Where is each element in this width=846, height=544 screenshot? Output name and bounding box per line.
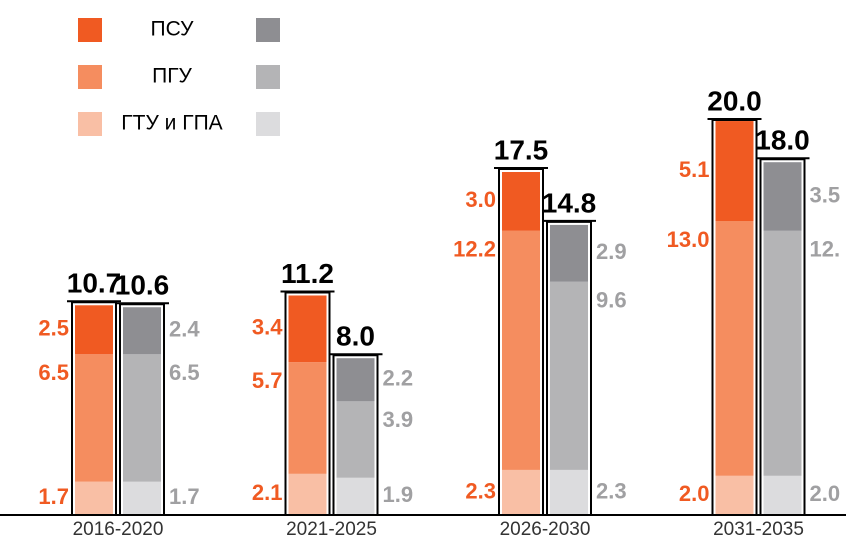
value-label: 13.0 [667,227,710,252]
value-label: 3.0 [465,187,496,212]
value-label: 12. [810,237,841,262]
x-tick-label: 2026-2030 [500,519,591,540]
bar-segment [288,362,327,474]
legend-swatch [78,18,102,42]
value-label: 2.5 [38,316,69,341]
legend-swatch [78,65,102,89]
value-label: 2.0 [810,481,841,506]
legend-swatch [256,65,280,89]
bar-segment [336,401,375,478]
value-label: 2.3 [465,478,496,503]
bar-segment [75,481,113,515]
value-label: 1.7 [38,484,69,509]
legend-label: ПСУ [151,18,195,41]
value-label: 5.7 [252,368,283,393]
bar-segment [550,224,588,282]
value-label: 2.3 [596,478,627,503]
bar-segment [288,473,327,515]
value-label: 6.5 [38,360,69,385]
x-tick-label: 2016-2020 [73,519,164,540]
value-label: 2.2 [383,366,414,391]
value-label: 2.0 [679,481,710,506]
bar-segment [502,230,540,470]
bar-segment [502,469,540,515]
bar-segment [75,305,113,355]
legend-label: ГТУ и ГПА [121,112,222,135]
value-label: 6.5 [169,360,200,385]
legend-swatch [256,112,280,136]
total-label: 8.0 [336,321,375,352]
value-label: 1.9 [383,482,414,507]
value-label: 12.2 [453,237,496,262]
total-label: 14.8 [542,187,597,218]
total-label: 20.0 [707,85,762,116]
bar-segment [123,354,161,482]
value-label: 2.4 [169,317,200,342]
bar-segment [715,475,754,515]
bar-segment [550,469,588,515]
legend-swatch [256,18,280,42]
value-label: 3.4 [252,315,283,340]
bar-segment [123,307,161,355]
total-label: 17.5 [494,134,549,165]
bar-segment [763,162,802,231]
x-tick-label: 2021-2025 [286,519,377,540]
total-label: 10.6 [115,270,170,301]
bar-segment [75,354,113,482]
bar-segment [715,221,754,476]
value-label: 2.1 [252,480,283,505]
total-label: 11.2 [281,258,334,289]
value-label: 3.9 [383,407,414,432]
bar-segment [336,358,375,402]
value-label: 1.7 [169,484,200,509]
value-label: 5.1 [679,157,710,182]
bar-segment [715,121,754,221]
bar-segment [763,230,802,476]
value-label: 2.9 [596,239,627,264]
legend-label: ПГУ [152,65,192,88]
total-label: 18.0 [755,125,810,156]
bar-segment [763,475,802,515]
bar-segment [123,481,161,515]
value-label: 3.5 [810,182,841,207]
bar-segment [502,172,540,231]
total-label: 10.7 [67,268,122,299]
x-tick-label: 2031-2035 [713,519,804,540]
bar-segment [550,281,588,470]
value-label: 9.6 [596,288,627,313]
legend-swatch [78,112,102,136]
bar-segment [336,477,375,515]
bar-segment [288,295,327,363]
